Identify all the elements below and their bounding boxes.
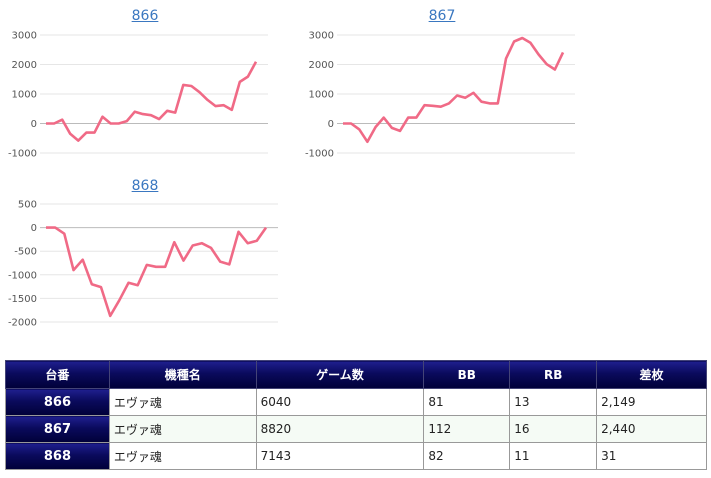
y-tick-label: -1500 [8,294,37,305]
y-tick-label: 0 [31,223,37,234]
chart-868-plot: 500 0 -500 -1000 -1500 -2000 [8,200,278,329]
y-tick-label: -1000 [305,149,334,160]
y-tick-label: 1000 [309,90,334,101]
cell-machine-name: エヴァ魂 [108,442,257,470]
y-tick-label: 0 [31,119,37,130]
y-tick-label: 2000 [309,60,334,71]
y-tick-label: 3000 [12,31,37,42]
series-line-867 [343,36,565,144]
chart-title-868[interactable]: 868 [131,178,159,194]
y-tick-label: 2000 [12,60,37,71]
chart-866: 866 3000 2000 1000 0 -1000 [0,8,290,168]
series-line-868 [46,226,268,318]
table-row: 867 エヴァ魂 8820 112 16 2,440 [5,415,707,443]
y-tick-label: -2000 [8,318,37,329]
y-tick-label: 0 [328,119,334,130]
cell-diff: 2,149 [596,388,707,416]
series-line-866 [46,61,258,142]
y-tick-label: 500 [18,200,37,211]
chart-868: 868 500 0 -500 -1000 -1500 -2000 [0,178,290,338]
cell-bb: 82 [423,442,511,470]
cell-machine-no: 866 [5,388,110,416]
table-row: 866 エヴァ魂 6040 81 13 2,149 [5,388,707,416]
y-tick-label: -1000 [8,149,37,160]
header-machine-no: 台番 [5,360,110,389]
table-row: 868 エヴァ魂 7143 82 11 31 [5,442,707,470]
header-games: ゲーム数 [255,360,425,389]
cell-rb: 16 [509,415,598,443]
cell-rb: 11 [509,442,598,470]
y-tick-label: -1000 [8,270,37,281]
cell-machine-no: 868 [5,442,110,470]
cell-diff: 31 [596,442,707,470]
header-bb: BB [423,360,511,389]
cell-diff: 2,440 [596,415,707,443]
cell-games: 6040 [255,388,425,416]
table-header-row: 台番 機種名 ゲーム数 BB RB 差枚 [5,360,707,389]
cell-bb: 112 [423,415,511,443]
cell-machine-name: エヴァ魂 [108,415,257,443]
y-tick-label: -500 [14,247,37,258]
header-machine-name: 機種名 [108,360,257,389]
cell-bb: 81 [423,388,511,416]
chart-866-plot: 3000 2000 1000 0 -1000 [8,31,268,160]
chart-867-plot: 3000 2000 1000 0 -1000 [305,31,575,160]
cell-games: 7143 [255,442,425,470]
chart-title-867[interactable]: 867 [428,8,456,24]
machine-data-table: 台番 機種名 ゲーム数 BB RB 差枚 866 エヴァ魂 6040 81 13… [5,360,707,470]
header-rb: RB [509,360,598,389]
y-tick-label: 1000 [12,90,37,101]
header-diff: 差枚 [596,360,707,389]
chart-867: 867 3000 2000 1000 0 -1000 [297,8,587,168]
cell-machine-name: エヴァ魂 [108,388,257,416]
cell-games: 8820 [255,415,425,443]
cell-machine-no: 867 [5,415,110,443]
chart-title-866[interactable]: 866 [131,8,159,24]
cell-rb: 13 [509,388,598,416]
y-tick-label: 3000 [309,31,334,42]
